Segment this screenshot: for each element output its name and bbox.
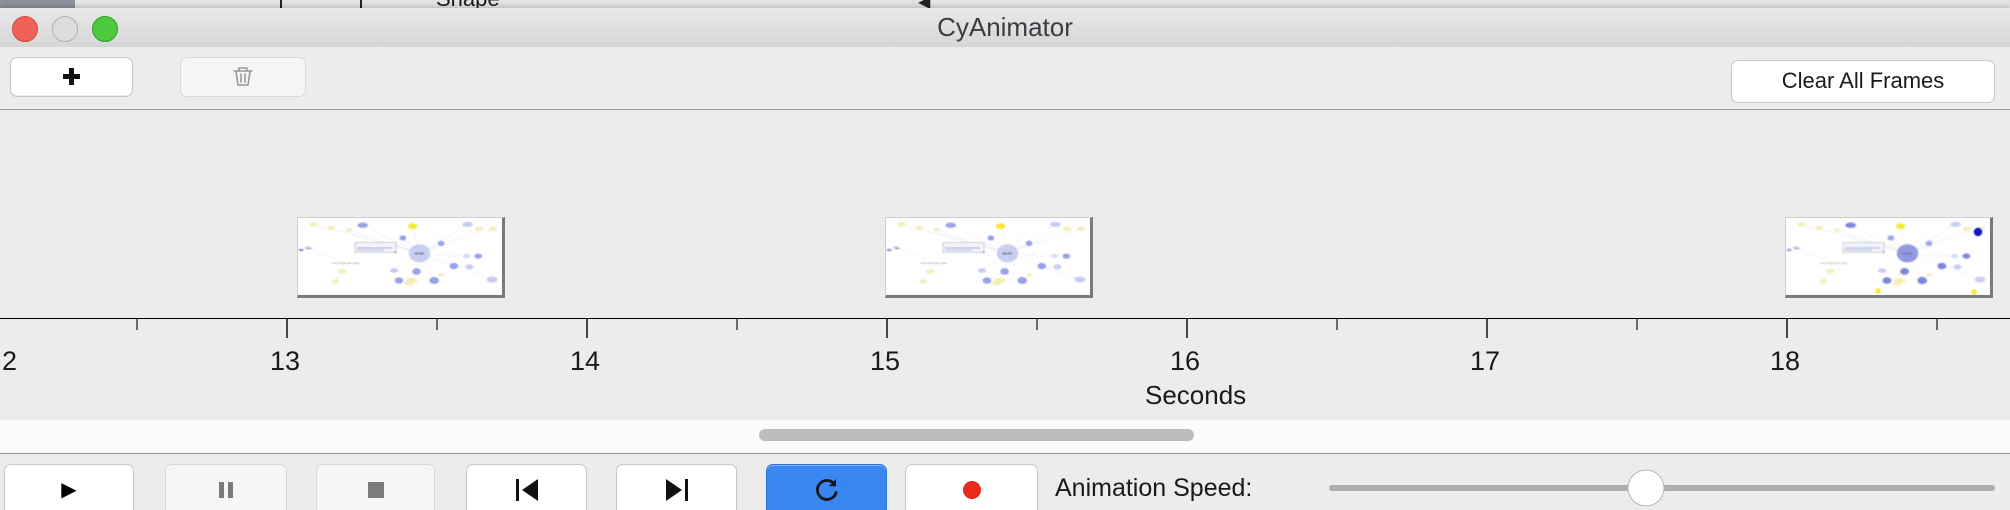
svg-text:14: 14: [570, 346, 600, 376]
svg-text:2: 2: [2, 346, 17, 376]
svg-text:18: 18: [1770, 346, 1800, 376]
svg-text:17: 17: [1470, 346, 1500, 376]
svg-text:15: 15: [870, 346, 900, 376]
svg-text:13: 13: [270, 346, 300, 376]
svg-text:16: 16: [1170, 346, 1200, 376]
